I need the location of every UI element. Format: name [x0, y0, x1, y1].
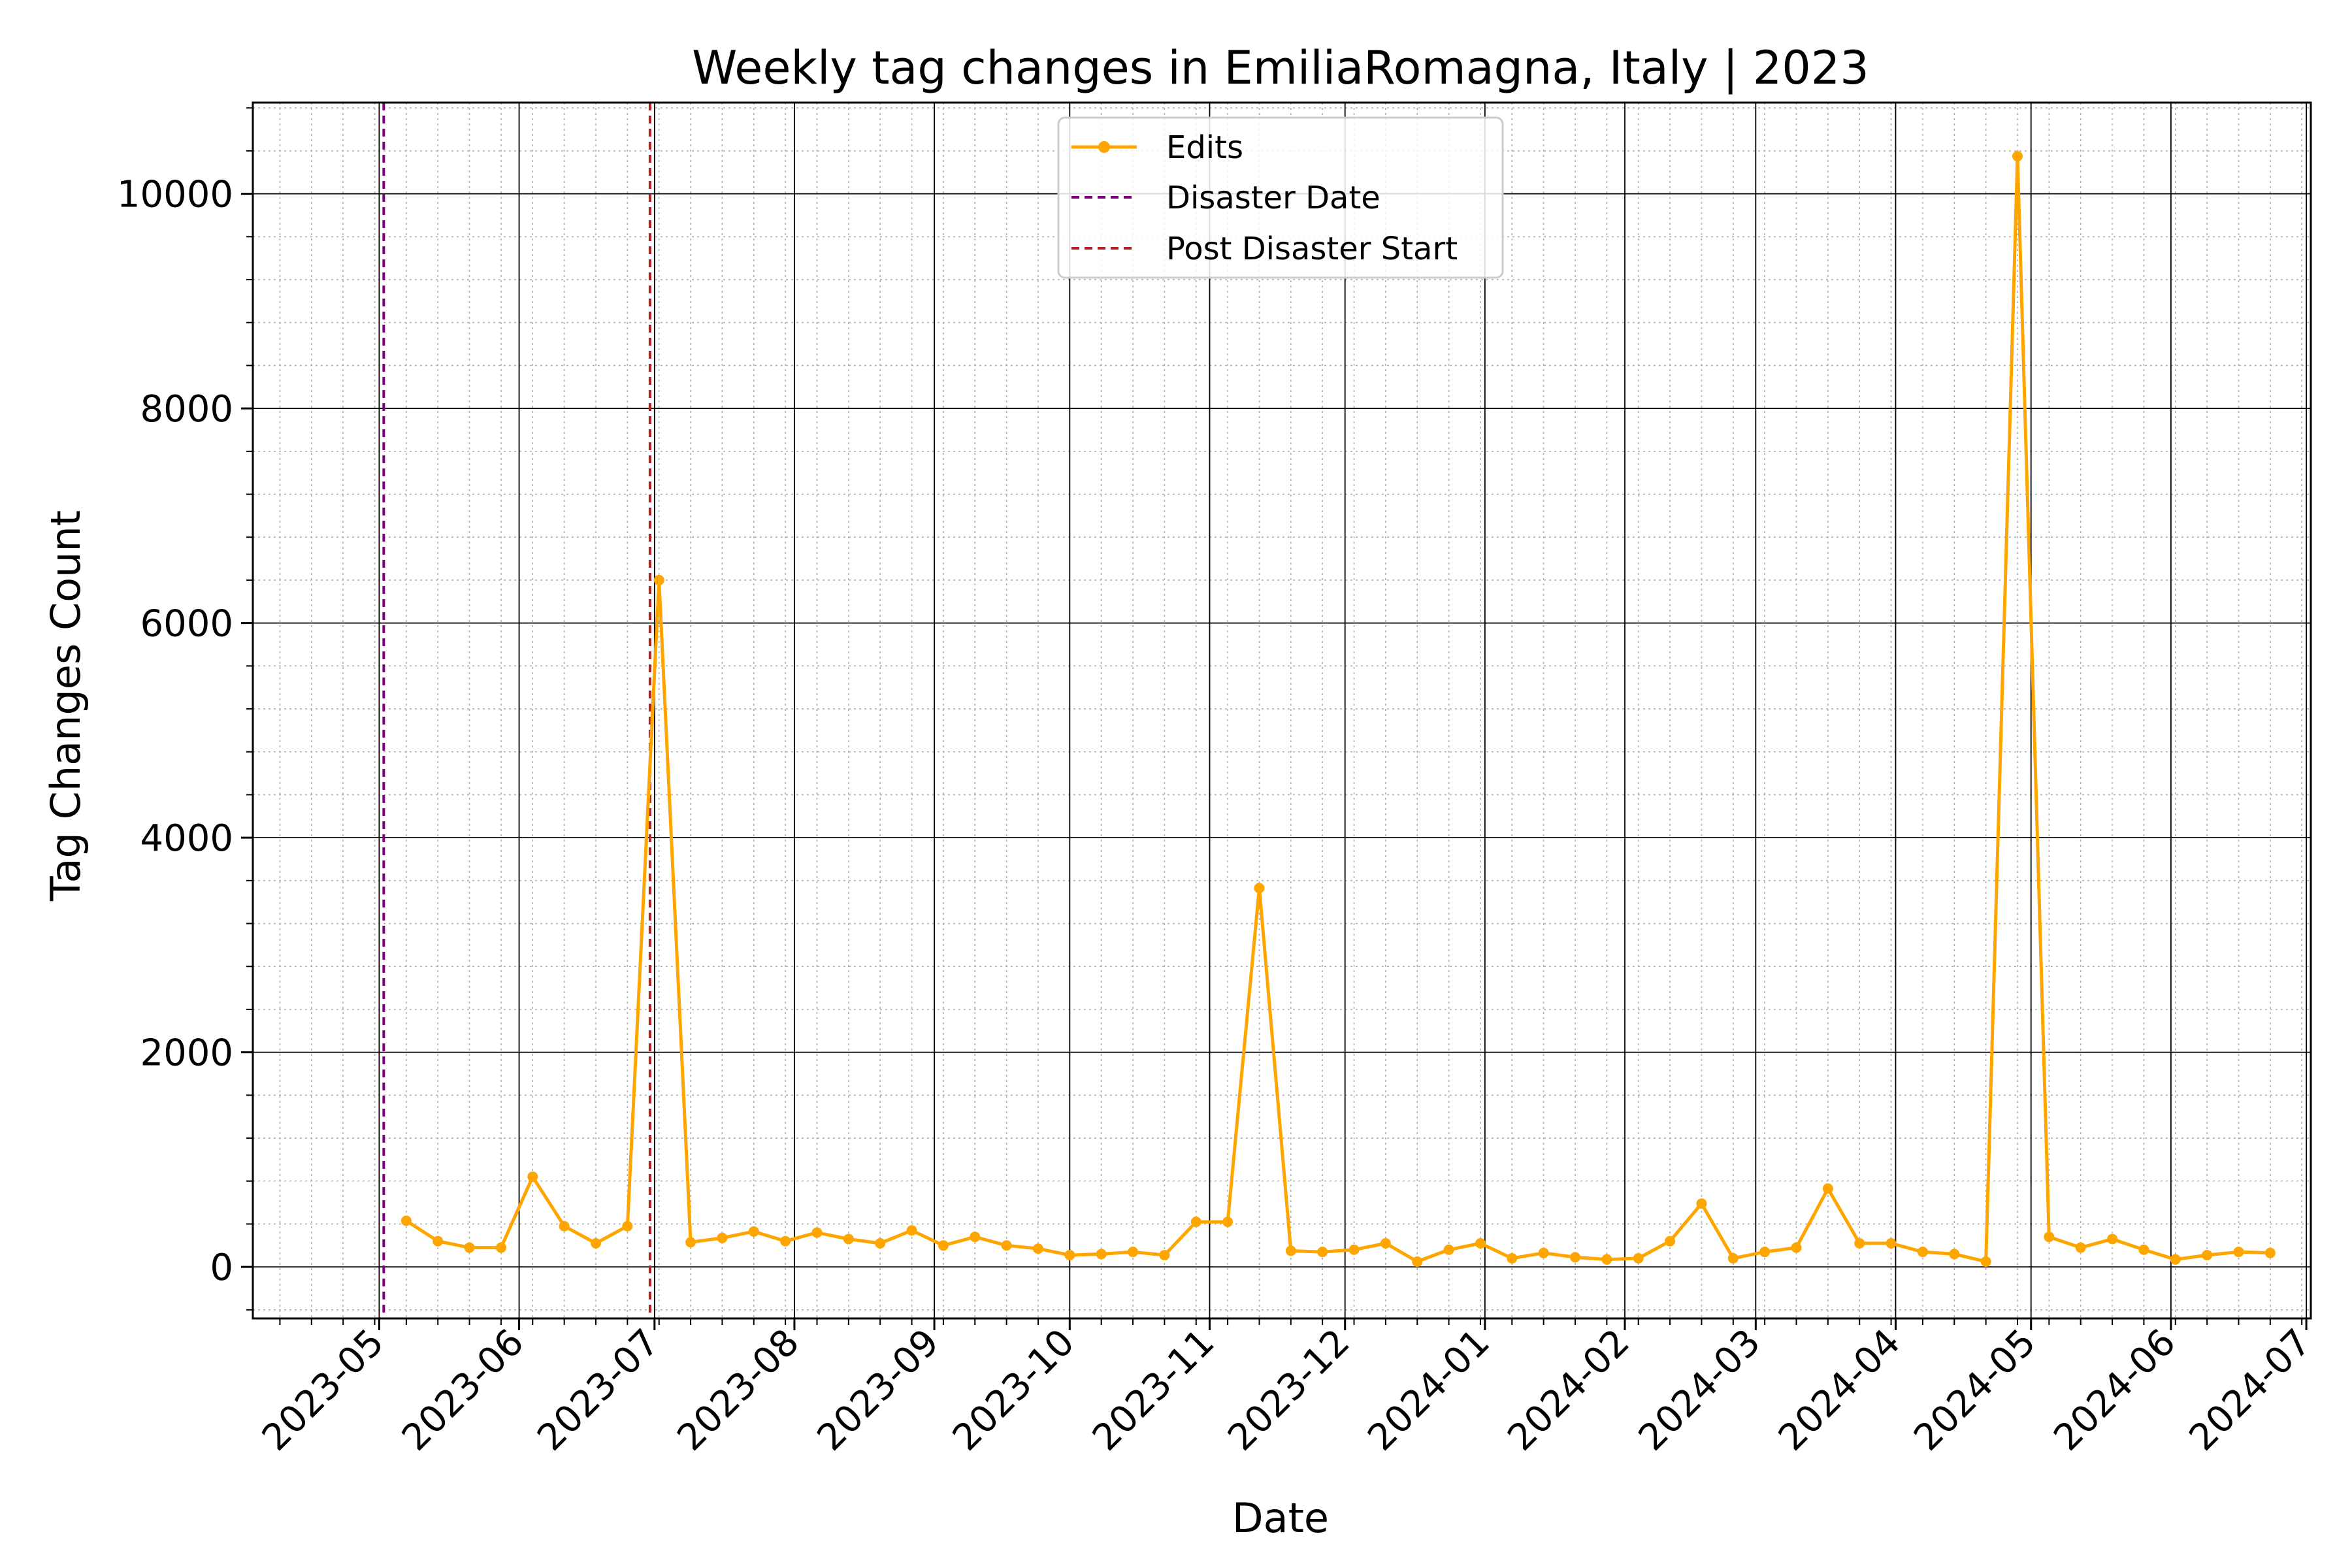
- y-tick-label: 2000: [140, 1032, 233, 1075]
- data-point: [1475, 1238, 1486, 1249]
- data-point: [400, 1215, 412, 1226]
- legend: Edits Disaster Date Post Disaster Start: [1057, 116, 1504, 279]
- data-point: [1159, 1250, 1170, 1261]
- data-point: [1001, 1240, 1012, 1251]
- minor-grid: [253, 103, 2311, 1318]
- reference-lines: [382, 103, 651, 1318]
- data-point: [1254, 883, 1265, 894]
- data-point: [1759, 1247, 1771, 1258]
- legend-disaster-date-label: Disaster Date: [1166, 180, 1380, 216]
- data-point: [1507, 1253, 1518, 1264]
- data-point: [2044, 1232, 2055, 1243]
- data-point: [1727, 1253, 1739, 1264]
- data-point: [559, 1220, 570, 1232]
- data-point: [1190, 1217, 1201, 1228]
- data-point: [1222, 1217, 1233, 1228]
- data-point: [2202, 1250, 2213, 1261]
- y-axis: 0 2000 4000 6000 8000 10000: [117, 107, 253, 1311]
- data-point: [591, 1238, 601, 1249]
- data-point: [1538, 1247, 1549, 1258]
- y-tick-label: 4000: [140, 817, 233, 860]
- data-point: [1096, 1249, 1107, 1260]
- data-point: [1064, 1250, 1075, 1261]
- data-point: [875, 1238, 886, 1249]
- legend-box: [1057, 116, 1504, 279]
- data-point: [1949, 1249, 1960, 1260]
- plot-area-frame: [252, 101, 2312, 1320]
- data-point: [2107, 1233, 2118, 1245]
- data-point: [1791, 1242, 1802, 1253]
- data-point: [527, 1171, 538, 1183]
- data-point: [1854, 1238, 1865, 1249]
- data-point: [653, 574, 664, 585]
- data-point: [2012, 151, 2023, 162]
- data-point: [2170, 1254, 2181, 1265]
- legend-edits-marker: [1098, 141, 1110, 153]
- y-tick-label: 10000: [117, 174, 233, 216]
- data-point: [1886, 1238, 1897, 1249]
- data-point: [1443, 1244, 1454, 1255]
- data-point: [1696, 1198, 1707, 1209]
- data-point: [1633, 1253, 1644, 1264]
- x-axis-label: Date: [1232, 1494, 1329, 1542]
- data-point: [1285, 1245, 1296, 1256]
- data-point: [906, 1225, 917, 1236]
- data-point: [1917, 1247, 1928, 1258]
- data-point: [1128, 1247, 1139, 1258]
- data-point: [685, 1237, 696, 1248]
- data-point: [1980, 1256, 1991, 1267]
- y-tick-label: 6000: [140, 603, 233, 645]
- data-point: [2075, 1242, 2086, 1253]
- data-point: [811, 1227, 823, 1238]
- y-tick-label: 0: [210, 1247, 233, 1289]
- legend-edits-label: Edits: [1166, 129, 1243, 166]
- major-grid: [253, 103, 2311, 1318]
- data-point: [938, 1240, 949, 1251]
- series-layer: [400, 151, 2276, 1267]
- data-point: [2138, 1244, 2149, 1255]
- data-point: [1665, 1235, 1676, 1247]
- data-point: [1601, 1254, 1612, 1265]
- data-point: [970, 1232, 981, 1243]
- y-axis-label: Tag Changes Count: [42, 510, 90, 902]
- data-point: [1380, 1238, 1391, 1249]
- data-point: [843, 1233, 854, 1245]
- data-point: [1570, 1252, 1581, 1263]
- data-point: [1317, 1247, 1328, 1258]
- data-point: [1348, 1244, 1360, 1255]
- data-point: [433, 1235, 444, 1247]
- data-point: [717, 1232, 728, 1243]
- data-point: [748, 1226, 759, 1237]
- data-point: [780, 1235, 791, 1247]
- data-point: [464, 1242, 475, 1253]
- series-line-edits: [405, 154, 2270, 1264]
- y-tick-label: 8000: [140, 388, 233, 431]
- data-point: [1412, 1256, 1423, 1267]
- chart-title: Weekly tag changes in EmiliaRomagna, Ita…: [692, 41, 1869, 95]
- data-point: [622, 1220, 633, 1232]
- data-point: [2233, 1247, 2244, 1258]
- data-point: [2264, 1247, 2276, 1258]
- data-point: [1032, 1243, 1043, 1254]
- data-point: [1822, 1183, 1833, 1194]
- data-point: [495, 1242, 506, 1253]
- legend-post-disaster-label: Post Disaster Start: [1166, 231, 1458, 267]
